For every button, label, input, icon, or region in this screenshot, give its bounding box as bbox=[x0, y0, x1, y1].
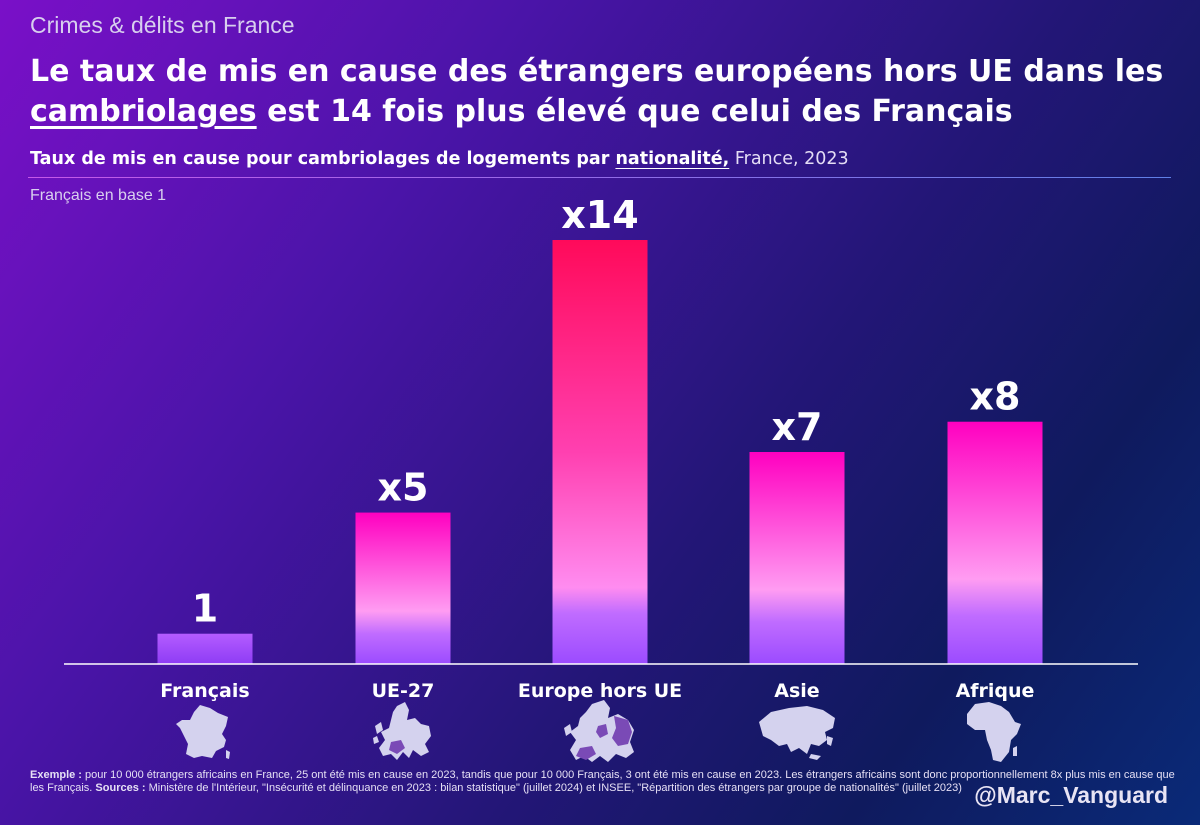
page-title: Le taux de mis en cause des étrangers eu… bbox=[30, 52, 1180, 132]
france-map-icon bbox=[176, 705, 230, 759]
title-underlined: cambriolages bbox=[30, 94, 257, 129]
title-part2: est 14 fois plus élevé que celui des Fra… bbox=[256, 94, 1013, 129]
subtitle-underlined: nationalité, bbox=[615, 149, 730, 169]
x-tick-label-2: Europe hors UE bbox=[518, 680, 682, 702]
data-label-3: x7 bbox=[772, 405, 823, 449]
data-label-4: x8 bbox=[970, 375, 1021, 419]
asia-map-icon bbox=[759, 706, 835, 760]
bars-group: 1 x5 x14 x7 x8 bbox=[157, 193, 1043, 664]
sources-label: Sources : bbox=[95, 782, 146, 794]
x-tick-labels: Français UE-27 Europe hors UE Asie Afrique bbox=[160, 680, 1034, 702]
author-handle[interactable]: @Marc_Vanguard bbox=[974, 782, 1168, 808]
chart-subtitle: Taux de mis en cause pour cambriolages d… bbox=[30, 149, 849, 169]
bar-0 bbox=[157, 633, 253, 664]
base-note: Français en base 1 bbox=[30, 187, 167, 204]
data-label-2: x14 bbox=[561, 193, 638, 237]
kicker: Crimes & délits en France bbox=[30, 12, 295, 38]
x-tick-label-1: UE-27 bbox=[372, 680, 435, 702]
example-label: Exemple : bbox=[30, 769, 82, 781]
eu27-map-icon bbox=[373, 702, 431, 760]
title-part1: Le taux de mis en cause des étrangers eu… bbox=[30, 54, 1164, 89]
subtitle-part2: France, 2023 bbox=[729, 149, 849, 169]
example-text: pour 10 000 étrangers africains en Franc… bbox=[30, 769, 1175, 794]
data-label-1: x5 bbox=[378, 466, 429, 510]
europe-map-icon bbox=[564, 700, 634, 762]
x-tick-label-4: Afrique bbox=[956, 680, 1035, 702]
subtitle-part1: Taux de mis en cause pour cambriolages d… bbox=[30, 149, 616, 169]
bar-1 bbox=[355, 512, 451, 664]
x-tick-label-3: Asie bbox=[774, 680, 819, 702]
africa-map-icon bbox=[967, 702, 1021, 762]
x-tick-label-0: Français bbox=[160, 680, 249, 702]
bar-3 bbox=[749, 452, 845, 664]
footnote: Exemple : pour 10 000 étrangers africain… bbox=[30, 769, 1175, 795]
sources-text: Ministère de l'Intérieur, "Insécurité et… bbox=[145, 782, 962, 794]
bar-4 bbox=[947, 421, 1043, 664]
bar-2 bbox=[552, 240, 648, 664]
separator-line bbox=[28, 177, 1171, 178]
data-label-0: 1 bbox=[192, 587, 218, 631]
